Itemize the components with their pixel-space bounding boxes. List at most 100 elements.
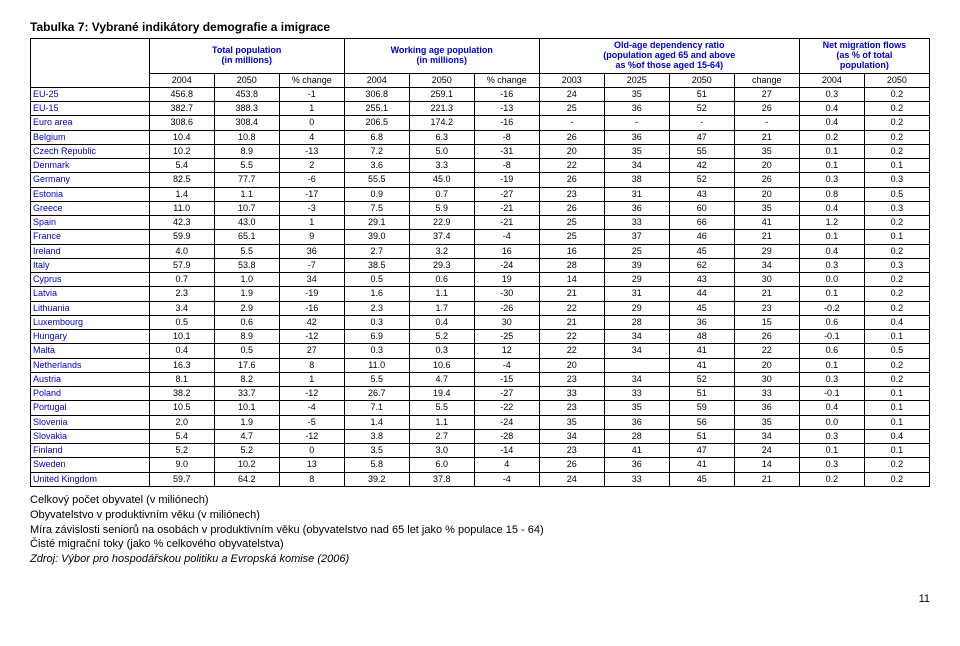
col-head: 2025 [604,73,669,87]
table-row: EU-25456.8453.8-1306.8259.1-16243551270.… [31,87,930,101]
row-label: Italy [31,258,150,272]
data-cell: 0.3 [344,315,409,329]
data-cell: 382.7 [149,102,214,116]
data-cell: 28 [604,315,669,329]
data-cell: 26 [539,173,604,187]
data-cell: 5.2 [409,330,474,344]
data-cell: 43 [669,273,734,287]
data-cell: 1.7 [409,301,474,315]
data-cell: 36 [604,201,669,215]
data-cell: -21 [474,201,539,215]
data-cell: 21 [734,472,799,486]
row-label: Luxembourg [31,315,150,329]
data-cell: -4 [279,401,344,415]
data-cell: 22 [539,159,604,173]
data-cell: 7.5 [344,201,409,215]
data-cell: - [669,116,734,130]
data-cell: -25 [474,330,539,344]
data-cell: 36 [604,458,669,472]
data-cell: 19.4 [409,387,474,401]
data-cell: 66 [669,216,734,230]
data-cell: 1 [279,216,344,230]
data-cell: -5 [279,415,344,429]
table-row: Portugal10.510.1-47.15.5-22233559360.40.… [31,401,930,415]
table-row: EU-15382.7388.31255.1221.3-13253652260.4… [31,102,930,116]
data-cell: 25 [539,102,604,116]
data-cell: 47 [669,444,734,458]
data-cell: 5.2 [149,444,214,458]
data-cell: 22.9 [409,216,474,230]
data-cell: 5.9 [409,201,474,215]
data-cell: -0.1 [799,387,864,401]
data-cell: 0.7 [409,187,474,201]
row-label: Netherlands [31,358,150,372]
data-cell: 0.5 [344,273,409,287]
data-cell: -4 [474,358,539,372]
data-cell: 0.7 [149,273,214,287]
data-cell: 16 [539,244,604,258]
table-row: France59.965.1939.037.4-4253746210.10.1 [31,230,930,244]
data-cell: 34 [734,429,799,443]
data-cell: 10.4 [149,130,214,144]
data-cell: 0.3 [864,201,929,215]
data-cell: 11.0 [344,358,409,372]
data-cell: 0.1 [799,159,864,173]
data-cell: -16 [279,301,344,315]
row-label: United Kingdom [31,472,150,486]
data-cell: 42 [279,315,344,329]
data-cell: 43 [669,187,734,201]
data-cell: 0.6 [214,315,279,329]
data-cell: 24 [734,444,799,458]
data-cell: 3.8 [344,429,409,443]
data-cell: 3.6 [344,159,409,173]
data-cell: 27 [279,344,344,358]
data-cell: 0.1 [799,144,864,158]
data-cell: 259.1 [409,87,474,101]
table-row: Belgium10.410.846.86.3-8263647210.20.2 [31,130,930,144]
data-cell: 33 [604,472,669,486]
data-cell: 21 [734,130,799,144]
col-head: 2050 [409,73,474,87]
data-cell: 47 [669,130,734,144]
data-cell: 0.1 [799,444,864,458]
data-cell: 14 [539,273,604,287]
row-label: Sweden [31,458,150,472]
data-cell: -30 [474,287,539,301]
data-cell: 3.4 [149,301,214,315]
data-cell: 0.1 [864,230,929,244]
data-cell: 0.5 [864,344,929,358]
data-cell: 0.6 [799,344,864,358]
data-cell: 21 [734,287,799,301]
table-body: EU-25456.8453.8-1306.8259.1-16243551270.… [31,87,930,486]
data-cell: 0.6 [409,273,474,287]
data-cell: 35 [604,87,669,101]
data-cell: 34 [279,273,344,287]
col-head: % change [279,73,344,87]
data-cell: 23 [734,301,799,315]
data-cell: 0.4 [799,244,864,258]
data-cell: 20 [734,159,799,173]
data-cell: 14 [734,458,799,472]
data-cell: 26.7 [344,387,409,401]
data-cell: 20 [539,144,604,158]
data-cell: 255.1 [344,102,409,116]
data-cell: -17 [279,187,344,201]
data-cell: 38.2 [149,387,214,401]
data-cell: 36 [279,244,344,258]
data-cell: -8 [474,130,539,144]
data-cell: 26 [734,102,799,116]
data-cell: 51 [669,429,734,443]
data-cell: 38.5 [344,258,409,272]
data-cell: 0.3 [864,173,929,187]
col-head: 2003 [539,73,604,87]
data-cell: 25 [539,230,604,244]
data-cell: 41 [604,444,669,458]
data-cell: - [734,116,799,130]
data-cell: 16.3 [149,358,214,372]
data-cell: 26 [734,173,799,187]
data-cell: 21 [539,315,604,329]
table-row: Sweden9.010.2135.86.04263641140.30.2 [31,458,930,472]
data-cell: 33 [604,387,669,401]
data-cell: 23 [539,444,604,458]
data-cell: 2.9 [214,301,279,315]
